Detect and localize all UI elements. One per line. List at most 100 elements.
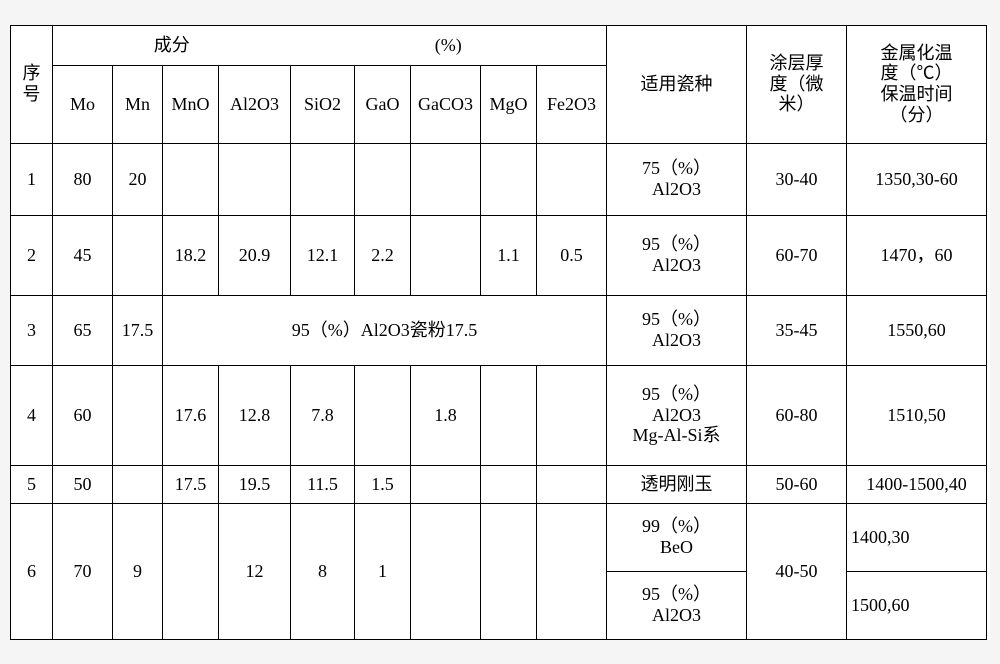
cell-thickness: 30-40: [747, 143, 847, 215]
cell-value: 95（%）Al2O3: [642, 584, 711, 625]
material-spec-table: 序号 成分 (%) 适用瓷种 涂层厚度（微米） 金属化温度（℃）保温时间（分） …: [10, 25, 987, 640]
header-gaco3: GaCO3: [411, 65, 481, 143]
cell-gao: 1: [355, 503, 411, 639]
cell-thickness: 50-60: [747, 465, 847, 503]
cell-value: 95（%）Al2O3Mg-Al-Si系: [632, 384, 720, 445]
cell-mgo: 1.1: [481, 215, 537, 295]
cell-value: 19.5: [239, 474, 271, 494]
cell-mn: [113, 215, 163, 295]
cell-metallization: 1350,30-60: [847, 143, 987, 215]
cell-seq: 1: [11, 143, 53, 215]
cell-metallization: 1510,50: [847, 365, 987, 465]
cell-value: 2: [27, 245, 36, 265]
cell-mgo: [481, 503, 537, 639]
cell-metallization: 1470，60: [847, 215, 987, 295]
cell-fe2o3: [537, 365, 607, 465]
cell-value: 35-45: [776, 320, 818, 340]
cell-ceramic: 透明刚玉: [607, 465, 747, 503]
header-ceramic: 适用瓷种: [607, 25, 747, 143]
table-row: 1 80 20 75（%）Al2O3 30-40 1350,30-60: [11, 143, 987, 215]
cell-mo: 50: [53, 465, 113, 503]
cell-value: 95（%）Al2O3: [642, 309, 711, 350]
header-composition-group: 成分: [53, 25, 291, 65]
cell-value: 1400,30: [851, 527, 910, 547]
cell-gao: [355, 143, 411, 215]
header-mo-text: Mo: [70, 94, 95, 114]
header-ceramic-text: 适用瓷种: [641, 74, 713, 94]
header-row-1: 序号 成分 (%) 适用瓷种 涂层厚度（微米） 金属化温度（℃）保温时间（分）: [11, 25, 987, 65]
cell-mn: 17.5: [113, 295, 163, 365]
cell-value: 40-50: [776, 561, 818, 581]
header-percent-group: (%): [291, 25, 607, 65]
header-mn-text: Mn: [125, 94, 150, 114]
header-mn: Mn: [113, 65, 163, 143]
cell-mn: 20: [113, 143, 163, 215]
cell-gaco3: [411, 143, 481, 215]
cell-value: 8: [318, 561, 327, 581]
header-sio2-text: SiO2: [304, 94, 341, 114]
cell-mo: 60: [53, 365, 113, 465]
header-seq-text: 序号: [23, 63, 41, 104]
cell-value: 75（%）Al2O3: [642, 158, 711, 199]
cell-seq: 2: [11, 215, 53, 295]
header-seq: 序号: [11, 25, 53, 143]
cell-value: 11.5: [307, 474, 338, 494]
cell-value: 18.2: [175, 245, 207, 265]
header-percent-text: (%): [435, 35, 462, 55]
cell-value: 50: [74, 474, 92, 494]
cell-value: 17.6: [175, 405, 207, 425]
header-fe2o3-text: Fe2O3: [547, 94, 596, 114]
header-mno: MnO: [163, 65, 219, 143]
cell-value: 5: [27, 474, 36, 494]
cell-value: 17.5: [175, 474, 207, 494]
table-row: 2 45 18.2 20.9 12.1 2.2 1.1 0.5 95（%）Al2…: [11, 215, 987, 295]
cell-value: 60-70: [776, 245, 818, 265]
table-row: 5 50 17.5 19.5 11.5 1.5 透明刚玉 50-60 1400-…: [11, 465, 987, 503]
cell-value: 1510,50: [887, 405, 946, 425]
table-row: 3 65 17.5 95（%）Al2O3瓷粉17.5 95（%）Al2O3 35…: [11, 295, 987, 365]
header-mgo-text: MgO: [489, 94, 527, 114]
cell-value: 1.8: [434, 405, 457, 425]
cell-seq: 4: [11, 365, 53, 465]
cell-metallization-a: 1400,30: [847, 503, 987, 571]
cell-fe2o3: [537, 143, 607, 215]
cell-value: 1.5: [371, 474, 394, 494]
header-composition-text: 成分: [154, 35, 190, 55]
cell-value: 12.1: [307, 245, 339, 265]
cell-mno: [163, 503, 219, 639]
cell-value: 0.5: [560, 245, 583, 265]
cell-thickness: 60-70: [747, 215, 847, 295]
cell-mno: 17.5: [163, 465, 219, 503]
cell-value: 20: [129, 169, 147, 189]
cell-ceramic-a: 99（%）BeO: [607, 503, 747, 571]
cell-mgo: [481, 365, 537, 465]
cell-value: 1: [378, 561, 387, 581]
cell-mn: 9: [113, 503, 163, 639]
cell-value: 透明刚玉: [641, 474, 713, 494]
table-row: 4 60 17.6 12.8 7.8 1.8 95（%）Al2O3Mg-Al-S…: [11, 365, 987, 465]
cell-seq: 6: [11, 503, 53, 639]
cell-thickness: 60-80: [747, 365, 847, 465]
cell-sio2: 8: [291, 503, 355, 639]
cell-value: 1500,60: [851, 595, 910, 615]
cell-value: 20.9: [239, 245, 271, 265]
cell-value: 30-40: [776, 169, 818, 189]
header-mo: Mo: [53, 65, 113, 143]
cell-value: 1: [27, 169, 36, 189]
cell-al2o3: 12.8: [219, 365, 291, 465]
cell-thickness: 40-50: [747, 503, 847, 639]
cell-value: 7.8: [311, 405, 334, 425]
cell-merged-note: 95（%）Al2O3瓷粉17.5: [163, 295, 607, 365]
cell-mno: 17.6: [163, 365, 219, 465]
cell-value: 60: [74, 405, 92, 425]
cell-gaco3: [411, 215, 481, 295]
cell-seq: 3: [11, 295, 53, 365]
cell-value: 9: [133, 561, 142, 581]
cell-mo: 80: [53, 143, 113, 215]
cell-value: 12.8: [239, 405, 271, 425]
header-gao-text: GaO: [366, 94, 400, 114]
cell-thickness: 35-45: [747, 295, 847, 365]
cell-value: 95（%）Al2O3瓷粉17.5: [292, 320, 478, 340]
cell-value: 1350,30-60: [875, 169, 958, 189]
cell-gao: [355, 365, 411, 465]
